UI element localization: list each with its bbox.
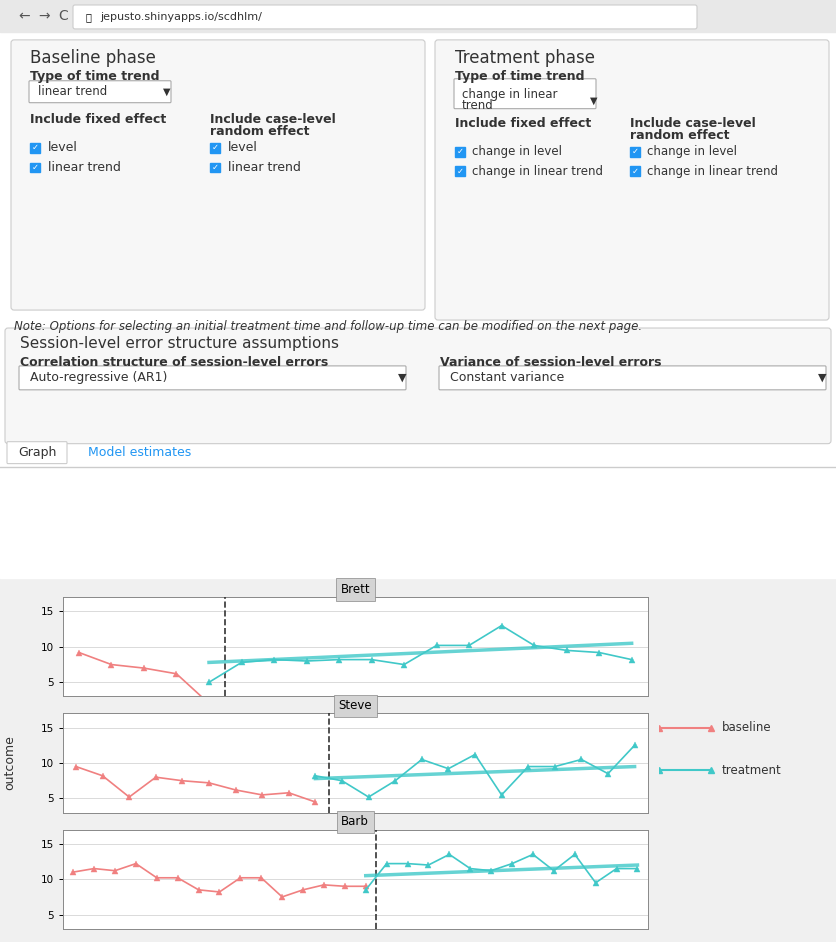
Text: ✓: ✓ [212, 143, 218, 152]
FancyBboxPatch shape [19, 365, 406, 390]
FancyBboxPatch shape [435, 40, 829, 320]
Title: Steve: Steve [339, 699, 372, 712]
Text: level: level [228, 141, 257, 154]
Text: Include case-level: Include case-level [210, 113, 336, 126]
Bar [210, 142, 220, 153]
Text: Model estimates: Model estimates [89, 447, 191, 459]
Text: Auto-regressive (AR1): Auto-regressive (AR1) [30, 371, 167, 384]
Bar [455, 147, 465, 156]
Text: ✓: ✓ [456, 147, 463, 156]
Bar [0, 0, 836, 32]
Text: random effect: random effect [630, 129, 730, 142]
Title: Brett: Brett [340, 583, 370, 596]
Text: change in linear: change in linear [462, 89, 558, 101]
Text: ▼: ▼ [590, 96, 598, 106]
Text: Include fixed effect: Include fixed effect [455, 117, 591, 130]
Text: Type of time trend: Type of time trend [455, 71, 584, 83]
FancyBboxPatch shape [5, 328, 831, 444]
Text: Session-level error structure assumptions: Session-level error structure assumption… [20, 336, 339, 351]
Text: ←: ← [18, 9, 29, 23]
Text: baseline: baseline [722, 722, 772, 734]
Text: ✓: ✓ [212, 163, 218, 172]
Text: Baseline phase: Baseline phase [30, 49, 155, 67]
Text: random effect: random effect [210, 125, 309, 138]
FancyBboxPatch shape [7, 442, 67, 463]
FancyBboxPatch shape [73, 5, 697, 29]
FancyBboxPatch shape [29, 81, 171, 103]
Text: →: → [38, 9, 49, 23]
Text: Variance of session-level errors: Variance of session-level errors [440, 356, 661, 369]
Text: linear trend: linear trend [38, 85, 107, 98]
Bar [630, 147, 640, 156]
Text: ✓: ✓ [32, 163, 38, 172]
Bar [30, 163, 40, 172]
Text: change in linear trend: change in linear trend [647, 165, 778, 178]
Text: Correlation structure of session-level errors: Correlation structure of session-level e… [20, 356, 329, 369]
Text: change in linear trend: change in linear trend [472, 165, 603, 178]
Text: treatment: treatment [722, 764, 782, 776]
Text: Include case-level: Include case-level [630, 117, 756, 130]
Bar [210, 163, 220, 172]
Text: linear trend: linear trend [228, 161, 301, 174]
Text: Type of time trend: Type of time trend [30, 71, 160, 83]
Text: outcome: outcome [3, 736, 17, 790]
Text: level: level [48, 141, 78, 154]
Text: ▼: ▼ [163, 87, 171, 97]
Text: Note: Options for selecting an initial treatment time and follow-up time can be : Note: Options for selecting an initial t… [14, 319, 642, 333]
Text: change in level: change in level [647, 145, 737, 158]
FancyBboxPatch shape [454, 79, 596, 108]
Text: linear trend: linear trend [48, 161, 121, 174]
Text: ✓: ✓ [631, 147, 639, 156]
Text: 🔒: 🔒 [86, 12, 92, 22]
Bar [30, 142, 40, 153]
Text: Constant variance: Constant variance [450, 371, 564, 384]
Text: Treatment phase: Treatment phase [455, 49, 595, 67]
Text: ▼: ▼ [818, 373, 827, 382]
Text: Include fixed effect: Include fixed effect [30, 113, 166, 126]
Text: ✓: ✓ [456, 167, 463, 176]
Text: ✓: ✓ [631, 167, 639, 176]
Bar [630, 167, 640, 176]
Text: Graph: Graph [18, 447, 56, 459]
Text: C: C [58, 9, 68, 23]
Text: trend: trend [462, 99, 494, 112]
Title: Barb: Barb [341, 816, 370, 828]
Text: ▼: ▼ [398, 373, 406, 382]
Text: change in level: change in level [472, 145, 562, 158]
Text: jepusto.shinyapps.io/scdhlm/: jepusto.shinyapps.io/scdhlm/ [100, 12, 262, 22]
Bar [455, 167, 465, 176]
FancyBboxPatch shape [11, 40, 425, 310]
FancyBboxPatch shape [439, 365, 826, 390]
Text: ✓: ✓ [32, 143, 38, 152]
